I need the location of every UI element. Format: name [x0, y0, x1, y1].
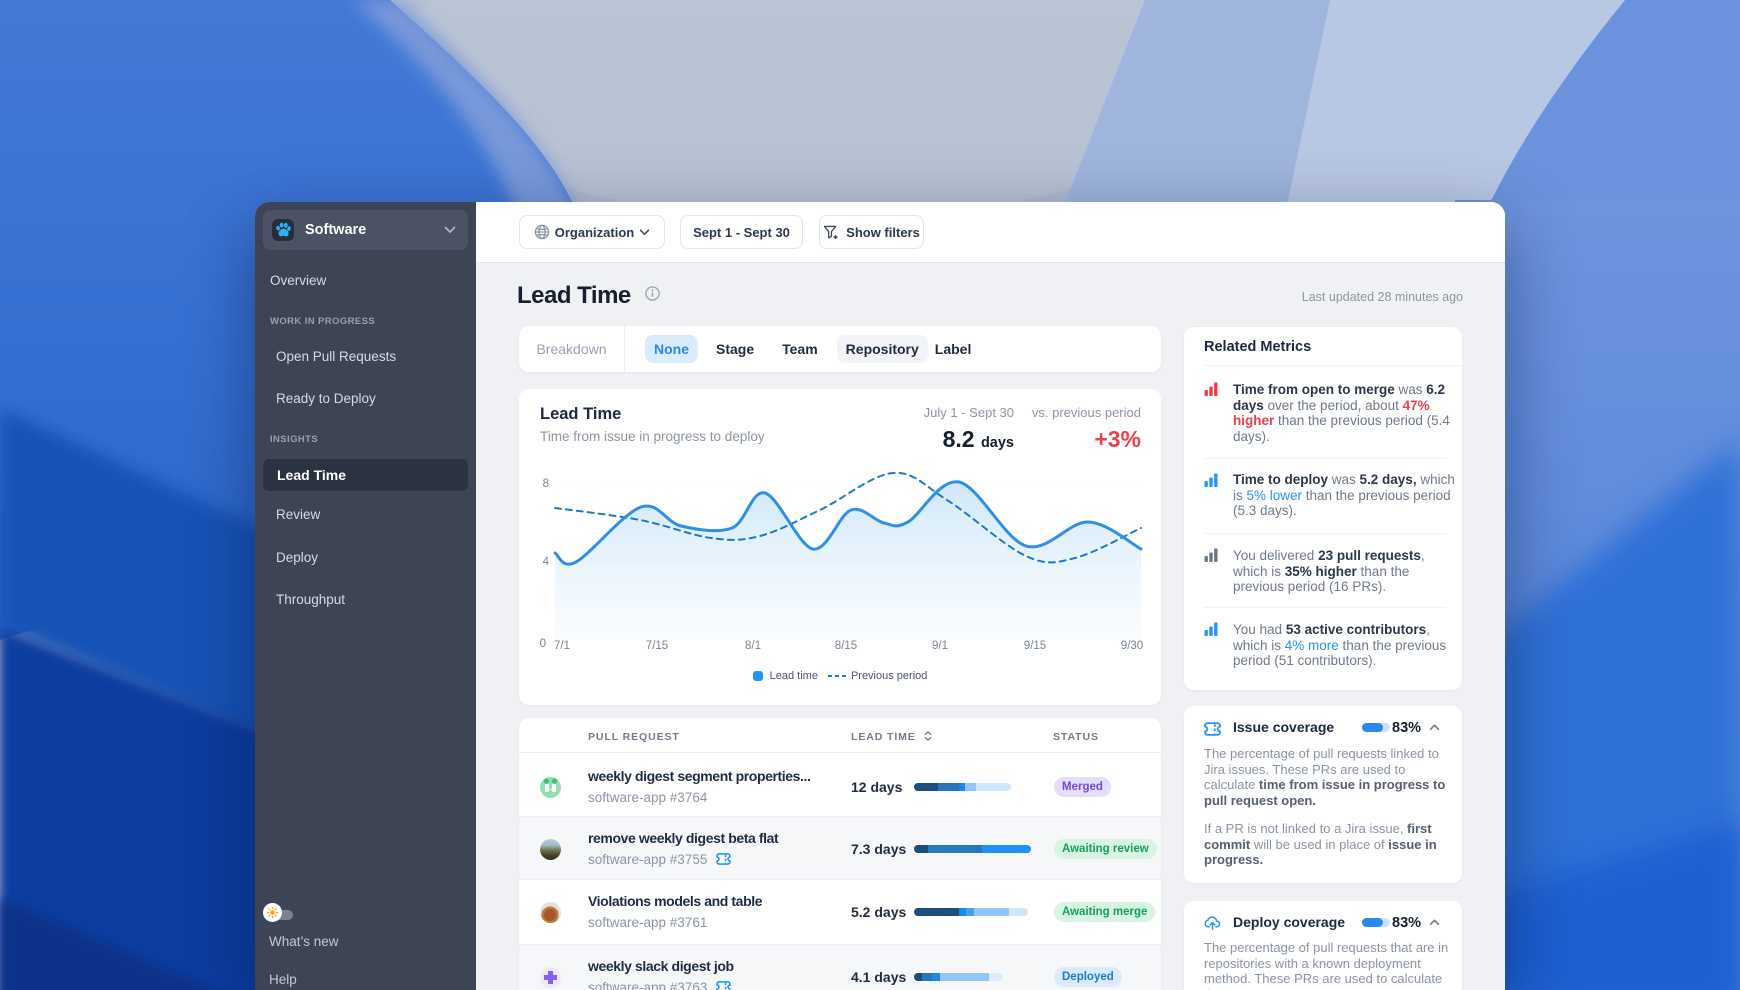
svg-text:9/30: 9/30 [1121, 640, 1143, 652]
svg-text:4: 4 [543, 556, 550, 568]
svg-text:7/15: 7/15 [646, 640, 668, 652]
svg-text:0: 0 [540, 638, 546, 650]
svg-text:7/1: 7/1 [554, 640, 570, 652]
svg-text:8: 8 [543, 478, 549, 490]
svg-text:9/15: 9/15 [1024, 640, 1046, 652]
svg-text:8/15: 8/15 [835, 640, 857, 652]
svg-text:8/1: 8/1 [745, 640, 761, 652]
svg-text:9/1: 9/1 [932, 640, 948, 652]
